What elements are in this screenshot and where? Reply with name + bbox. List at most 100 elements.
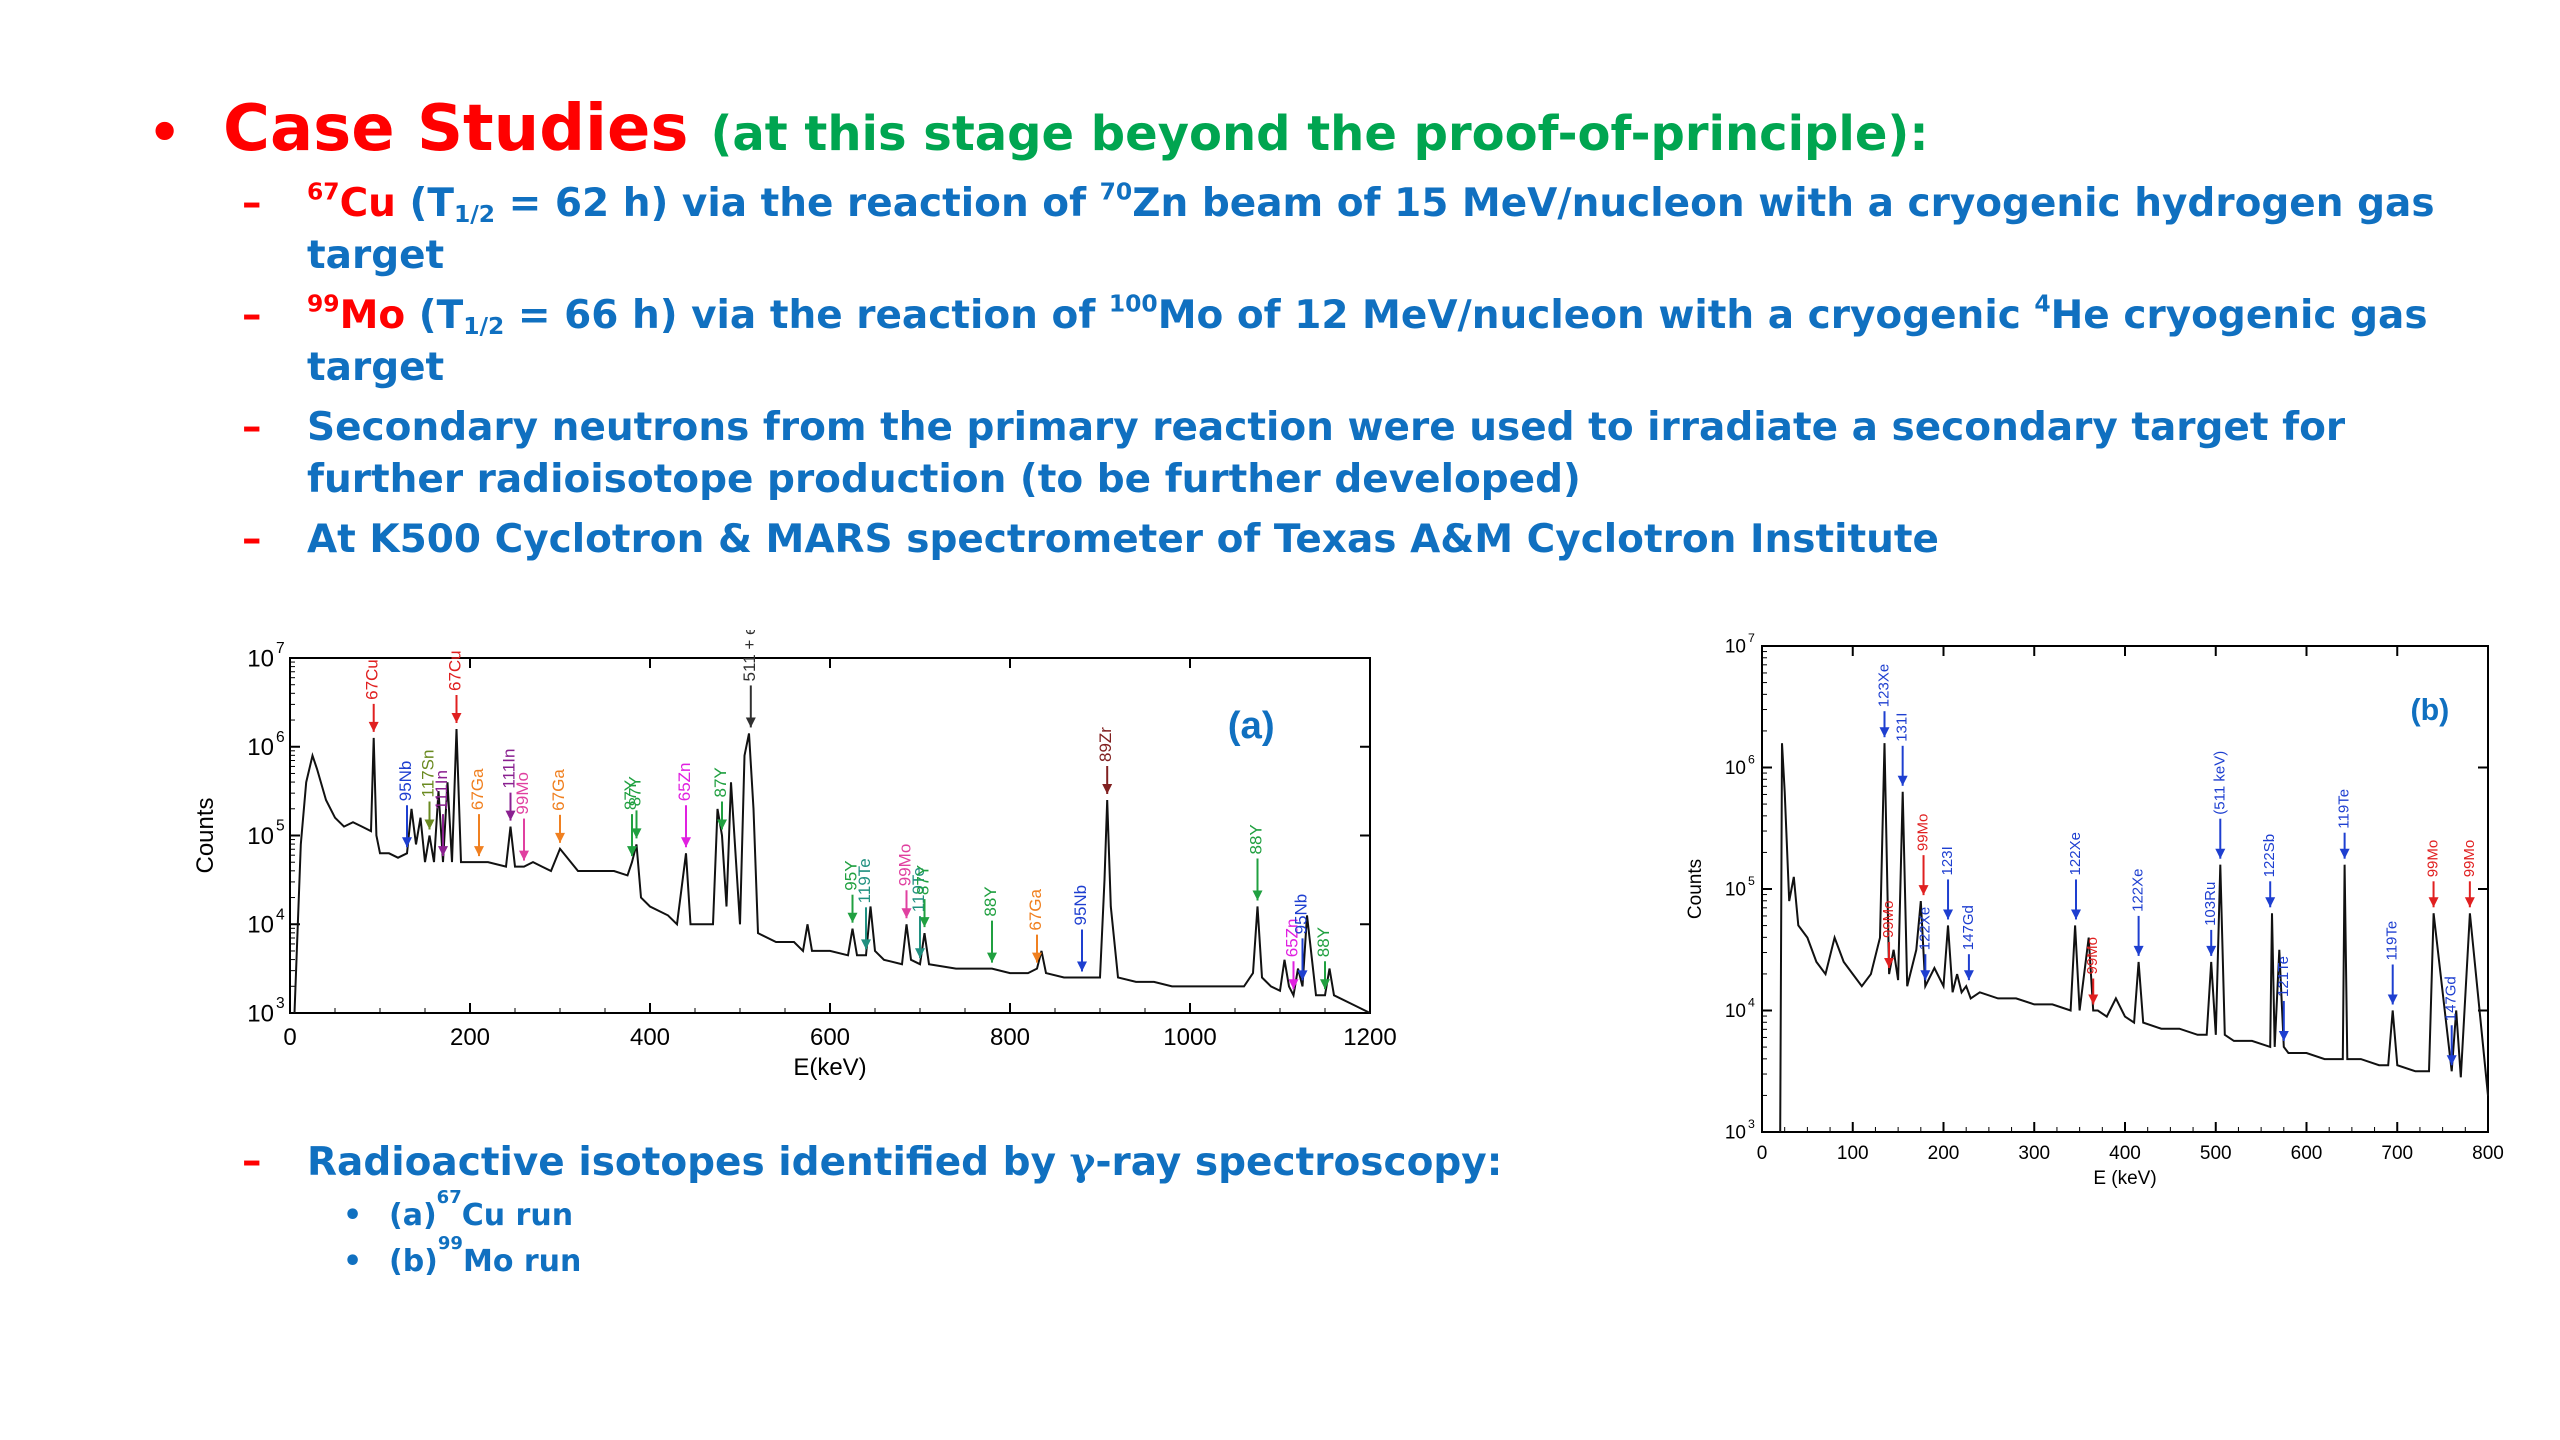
peak-marker-arrow xyxy=(2446,1055,2457,1066)
peak-marker-arrow xyxy=(1918,885,1929,896)
peak-label: 95Nb xyxy=(1292,894,1311,935)
peak-marker-arrow xyxy=(1252,890,1263,901)
x-tick-label: 0 xyxy=(283,1024,296,1051)
half-life-rest: = 66 h) via the reaction of xyxy=(504,293,1109,338)
peak-marker-arrow xyxy=(451,713,462,723)
peak-marker-arrow xyxy=(1102,784,1113,794)
y-tick-exponent: 4 xyxy=(1748,996,1755,1010)
peak-marker-arrow xyxy=(1288,979,1299,990)
peak-marker-arrow xyxy=(2133,945,2144,956)
peak-marker-arrow xyxy=(2464,897,2475,908)
peak-label: 119Te xyxy=(909,867,928,912)
run-mass: 67 xyxy=(436,1187,462,1208)
y-tick-exponent: 5 xyxy=(276,818,285,835)
y-tick-exponent: 6 xyxy=(1748,753,1755,767)
peak-label: 119Te xyxy=(855,858,874,903)
y-tick-label: 10 xyxy=(247,823,274,850)
case-studies-subtitle: (at this stage beyond the proof-of-princ… xyxy=(710,106,1929,162)
main-bullet-dot: • xyxy=(148,103,182,163)
cu-element: Cu xyxy=(339,181,396,226)
item-mo99: – 99Mo (T1/2 = 66 h) via the reaction of… xyxy=(242,290,2482,394)
peak-label: 67Ga xyxy=(1026,888,1045,930)
item-dash: – xyxy=(242,405,262,450)
peak-marker-arrow xyxy=(2215,848,2226,859)
peak-marker-arrow xyxy=(627,846,637,857)
case-studies-title: Case Studies xyxy=(223,92,689,166)
peak-marker-arrow xyxy=(1297,970,1308,981)
y-axis-label: Counts xyxy=(192,797,219,873)
x-tick-label: 200 xyxy=(450,1024,490,1051)
peak-marker-arrow xyxy=(2070,909,2081,920)
peak-label: 67Ga xyxy=(468,768,487,810)
y-tick-exponent: 7 xyxy=(276,640,285,657)
beam-mass: 100 xyxy=(1108,289,1158,318)
item-text: At K500 Cyclotron & MARS spectrometer of… xyxy=(307,517,1939,562)
peak-marker-arrow xyxy=(1963,970,1974,981)
peak-marker-arrow xyxy=(424,819,435,830)
radio-pre: Radioactive isotopes identified by xyxy=(307,1140,1070,1185)
peak-label: 67Cu xyxy=(363,659,382,700)
main-bullet: • Case Studies (at this stage beyond the… xyxy=(148,92,1929,166)
item-secondary-neutrons: – Secondary neutrons from the primary re… xyxy=(242,402,2482,506)
spectrum-line xyxy=(293,728,1371,1014)
peak-marker-arrow xyxy=(2387,994,2398,1005)
y-tick-exponent: 3 xyxy=(276,995,285,1012)
peak-label: 147Gd xyxy=(1960,905,1977,950)
x-axis-label: E(keV) xyxy=(793,1054,866,1081)
peak-label: 67Ga xyxy=(549,769,568,811)
y-tick-exponent: 7 xyxy=(1748,631,1755,645)
peak-label: 99Mo xyxy=(1915,814,1932,852)
peak-marker-arrow xyxy=(1920,970,1931,981)
beam-rest: Zn beam of 15 MeV/nucleon with a cryogen… xyxy=(307,181,2435,278)
x-tick-label: 700 xyxy=(2381,1143,2413,1164)
peak-label: 511 + e⁺ & e⁻ xyxy=(740,630,759,681)
x-tick-label: 800 xyxy=(990,1024,1030,1051)
peak-marker-arrow xyxy=(368,721,379,732)
x-tick-label: 400 xyxy=(630,1024,670,1051)
item-text: Radioactive isotopes identified by γ-ray… xyxy=(307,1136,2487,1189)
x-axis-label: E (keV) xyxy=(2093,1168,2156,1189)
item-text: Secondary neutrons from the primary reac… xyxy=(307,405,2346,502)
peak-marker-arrow xyxy=(505,810,516,821)
peak-label: 88Y xyxy=(1314,927,1333,957)
peak-label: 103Ru xyxy=(2202,882,2219,926)
peak-label: 99Mo xyxy=(896,844,915,887)
item-text: 67Cu (T1/2 = 62 h) via the reaction of 7… xyxy=(307,178,2487,282)
peak-label: 122Xe xyxy=(2130,869,2147,912)
run-dot: • xyxy=(343,1244,363,1279)
half-life-sub: 1/2 xyxy=(463,311,505,340)
item-cu67: – 67Cu (T1/2 = 62 h) via the reaction of… xyxy=(242,178,2482,282)
peak-label: 121Te xyxy=(2275,956,2292,997)
spectrum-line xyxy=(1779,743,2489,1133)
peak-marker-arrow xyxy=(2206,945,2217,956)
peak-label: 122Sb xyxy=(2261,834,2278,877)
peak-label: 123I xyxy=(1939,846,1956,875)
peak-marker-arrow xyxy=(2265,897,2276,908)
y-tick-label: 10 xyxy=(247,1000,274,1027)
peak-label: 111In xyxy=(432,770,451,810)
peak-label: 88Y xyxy=(981,886,1000,916)
peak-label: 147Gd xyxy=(2443,976,2460,1021)
peak-label: 122Xe xyxy=(2067,832,2084,875)
run-pre: (b) xyxy=(389,1244,438,1279)
y-tick-label: 10 xyxy=(1725,637,1746,658)
peak-marker-arrow xyxy=(919,917,930,928)
y-tick-exponent: 5 xyxy=(1748,874,1755,888)
run-a: • (a) 67 Cu run xyxy=(343,1187,574,1234)
peak-label: 131I xyxy=(1894,713,1911,742)
peak-marker-arrow xyxy=(915,948,925,959)
run-pre: (a) xyxy=(389,1198,437,1233)
peak-marker-arrow xyxy=(745,717,756,728)
peak-marker-arrow xyxy=(402,837,412,848)
beam-rest: Mo of 12 MeV/nucleon with a cryogenic xyxy=(1157,293,2035,338)
peak-marker-arrow xyxy=(987,952,997,963)
peak-label: 95Y xyxy=(842,860,861,890)
run-post: Cu run xyxy=(461,1198,574,1233)
x-tick-label: 600 xyxy=(2291,1143,2323,1164)
peak-marker-arrow xyxy=(2339,848,2350,859)
peak-label: 123Xe xyxy=(1876,664,1893,707)
chart-title: (b) xyxy=(2411,693,2450,727)
peak-marker-arrow xyxy=(519,850,529,861)
peak-label: 87Y xyxy=(626,776,645,806)
